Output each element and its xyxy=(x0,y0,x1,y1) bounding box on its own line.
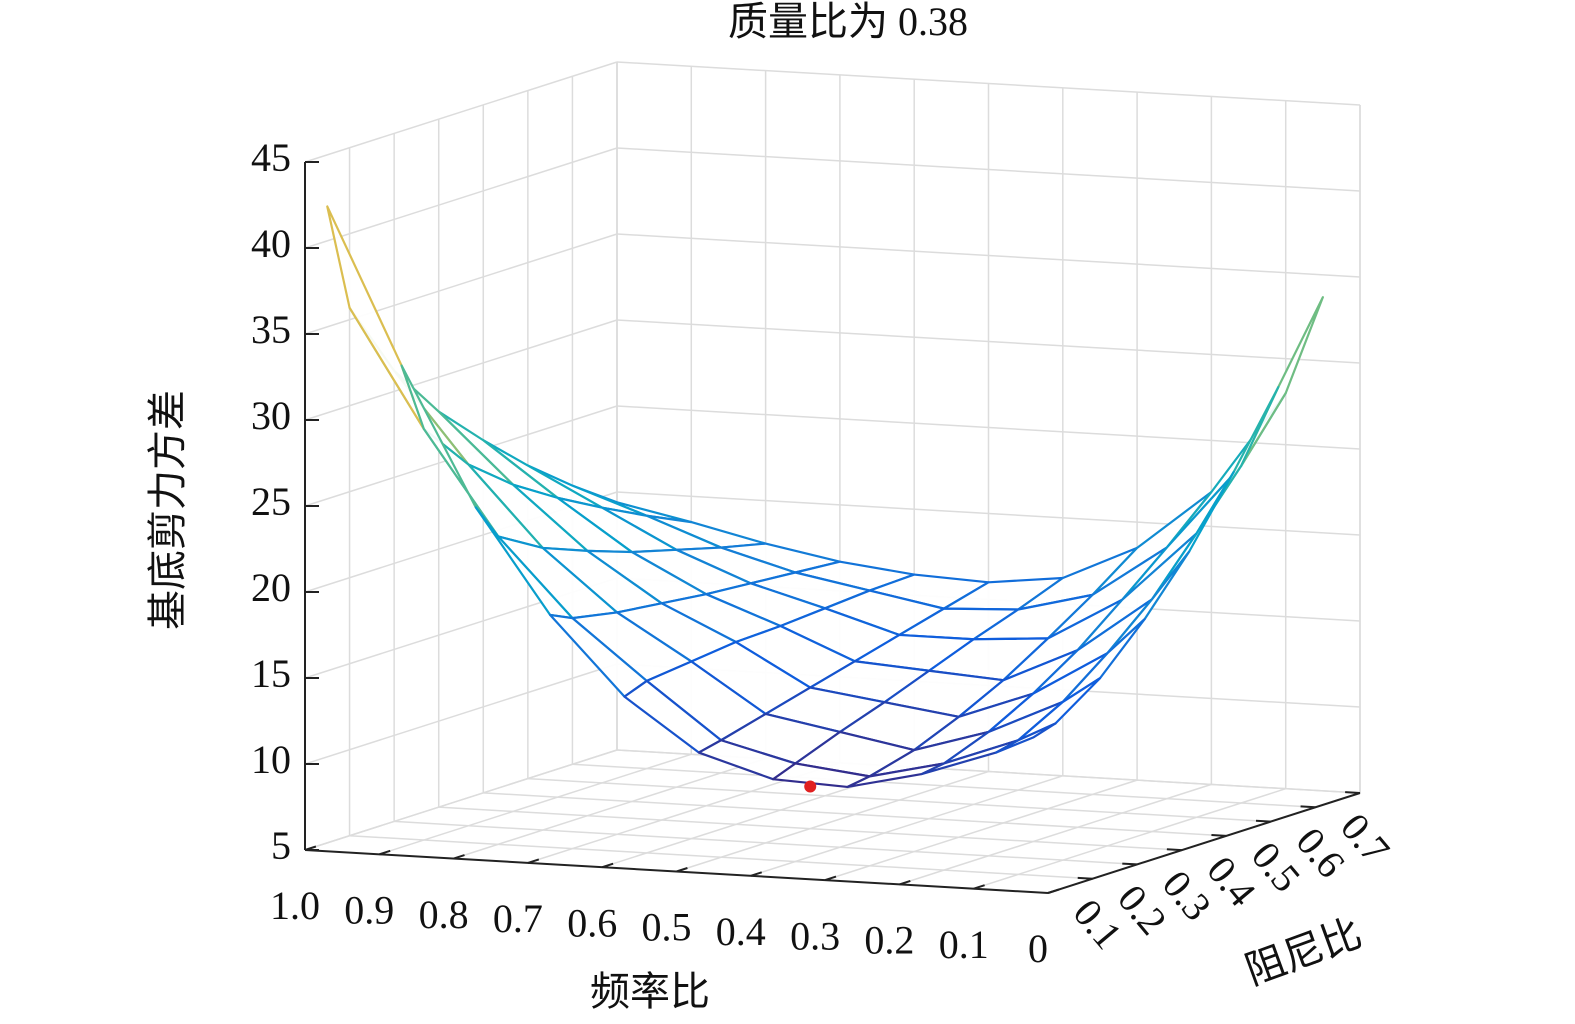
z-tick-label: 15 xyxy=(251,651,291,696)
grid-line xyxy=(616,405,1361,450)
grid-line xyxy=(379,753,692,856)
grid-line xyxy=(438,806,1182,851)
surface-patch xyxy=(326,205,425,431)
grid-line xyxy=(616,233,1361,278)
y-tick xyxy=(1122,862,1138,866)
x-tick xyxy=(899,879,911,886)
z-axis-title: 基底剪力方差 xyxy=(145,390,190,630)
grid-line xyxy=(973,787,1286,890)
grid-line xyxy=(572,763,1316,809)
grid-line xyxy=(616,61,1361,106)
surface-patch xyxy=(994,722,1057,754)
grid-line xyxy=(304,319,618,421)
x-axis-title: 频率比 xyxy=(590,969,710,1014)
x-tick-label: 0.4 xyxy=(716,909,766,954)
x-tick-label: 0.9 xyxy=(344,887,394,932)
y-tick xyxy=(1300,805,1316,809)
grid-line xyxy=(453,757,766,860)
grid-line xyxy=(349,834,1093,880)
x-tick-label: 0.8 xyxy=(419,892,469,937)
grid-line xyxy=(304,749,618,851)
grid-line xyxy=(527,777,1271,823)
x-tick xyxy=(750,871,763,877)
grid-line xyxy=(616,319,1361,364)
grid-line xyxy=(304,61,618,163)
grid-line xyxy=(676,770,989,873)
z-tick-label: 25 xyxy=(251,479,291,524)
x-tick xyxy=(378,849,391,856)
x-tick-label: 0.2 xyxy=(864,918,914,963)
grid-line xyxy=(483,792,1227,837)
grid-line xyxy=(616,147,1361,192)
x-tick xyxy=(676,867,688,873)
x-tick xyxy=(601,862,614,869)
x-tick xyxy=(304,845,317,851)
chart-title: 质量比为 0.38 xyxy=(728,0,968,44)
x-tick-label: 0.3 xyxy=(790,913,840,958)
grid-line xyxy=(899,783,1212,886)
y-tick xyxy=(1345,791,1361,794)
x-tick xyxy=(824,875,837,882)
grid-line xyxy=(304,663,618,765)
grid-line xyxy=(616,491,1361,536)
z-tick-label: 20 xyxy=(251,565,291,610)
grid-line xyxy=(304,147,618,249)
y-tick xyxy=(1077,876,1093,880)
z-tick-label: 10 xyxy=(251,737,291,782)
z-tick-label: 40 xyxy=(251,221,291,266)
x-tick-label: 0.5 xyxy=(642,905,692,950)
z-tick-label: 30 xyxy=(251,393,291,438)
y-tick xyxy=(1211,833,1227,837)
z-tick-label: 5 xyxy=(271,823,291,868)
y-tick xyxy=(1166,848,1182,852)
x-tick xyxy=(1047,888,1060,894)
y-axis xyxy=(1047,792,1361,894)
z-tick-label: 45 xyxy=(251,135,291,180)
x-tick-label: 0 xyxy=(1028,926,1048,971)
grid-line xyxy=(394,820,1138,866)
y-axis-title: 阻尼比 xyxy=(1239,910,1367,993)
x-tick-label: 0.7 xyxy=(493,896,543,941)
z-tick-label: 35 xyxy=(251,307,291,352)
x-tick-label: 0.1 xyxy=(939,922,989,967)
grid-line xyxy=(750,775,1064,877)
x-tick-label: 0.6 xyxy=(567,900,617,945)
grid-line xyxy=(824,779,1138,881)
x-tick xyxy=(973,884,985,890)
y-tick xyxy=(1255,819,1271,823)
min-marker xyxy=(804,780,817,793)
surface-patch xyxy=(1121,464,1243,601)
x-tick-label: 1.0 xyxy=(270,883,320,928)
x-tick xyxy=(453,854,465,860)
x-tick xyxy=(527,858,540,864)
